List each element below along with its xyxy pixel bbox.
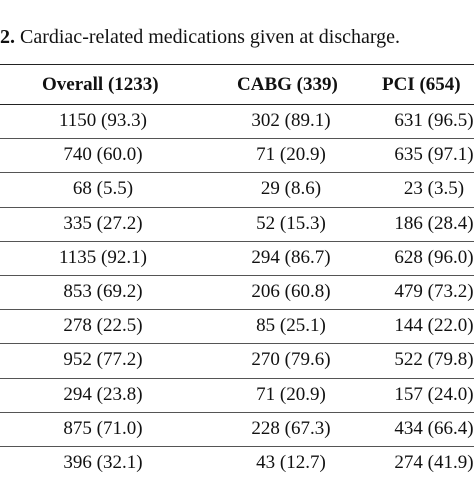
table-cell-cabg: 228 (67.3) bbox=[251, 417, 331, 439]
table-cell-cabg: 29 (8.6) bbox=[260, 178, 322, 200]
table-cell-overall: 952 (77.2) bbox=[63, 349, 143, 371]
table-cell-overall: 875 (71.0) bbox=[63, 417, 143, 439]
table-cell-overall: 396 (32.1) bbox=[63, 452, 143, 473]
row-divider bbox=[0, 377, 474, 379]
table-cell-pci: 479 (73.2) bbox=[394, 281, 474, 302]
row-divider bbox=[0, 411, 474, 413]
table-cell-cabg: 302 (89.1) bbox=[251, 110, 331, 131]
table-cell-overall: 1150 (93.3) bbox=[59, 110, 147, 131]
table-cell-overall: 278 (22.5) bbox=[63, 315, 143, 337]
table-cell-cabg: 294 (86.7) bbox=[251, 246, 331, 268]
table-cell-overall: 294 (23.8) bbox=[63, 383, 143, 405]
table-cell-pci: 274 (41.9) bbox=[394, 452, 474, 473]
table-number: 2. bbox=[0, 26, 15, 48]
column-header-cabg: CABG (339) bbox=[237, 74, 338, 95]
table-cell-overall: 335 (27.2) bbox=[63, 212, 143, 234]
table-cell-pci: 23 (3.5) bbox=[403, 178, 465, 200]
row-divider bbox=[0, 138, 474, 140]
table-title: Cardiac-related medications given at dis… bbox=[20, 26, 401, 48]
table-cell-cabg: 85 (25.1) bbox=[256, 315, 326, 337]
row-divider bbox=[0, 275, 474, 276]
column-header-pci: PCI (654) bbox=[382, 74, 461, 95]
table-cell-pci: 631 (96.5) bbox=[394, 110, 474, 131]
row-divider bbox=[0, 240, 474, 242]
row-divider bbox=[0, 206, 474, 208]
row-divider bbox=[0, 309, 474, 311]
table-header-rule bbox=[0, 104, 474, 105]
table-cell-pci: 522 (79.8) bbox=[394, 349, 474, 371]
table-cell-pci: 157 (24.0) bbox=[394, 383, 474, 405]
table-cell-cabg: 71 (20.9) bbox=[256, 144, 326, 166]
table-cell-cabg: 71 (20.9) bbox=[256, 383, 326, 405]
table-cell-cabg: 43 (12.7) bbox=[256, 452, 326, 473]
row-divider bbox=[0, 446, 474, 447]
table-cell-pci: 144 (22.0) bbox=[394, 315, 474, 337]
table-cell-cabg: 52 (15.3) bbox=[256, 212, 326, 234]
table-cell-overall: 740 (60.0) bbox=[63, 144, 143, 166]
table-cell-cabg: 270 (79.6) bbox=[251, 349, 331, 371]
table-cell-pci: 434 (66.4) bbox=[394, 417, 474, 439]
table-cell-pci: 186 (28.4) bbox=[394, 212, 474, 234]
table-cell-overall: 68 (5.5) bbox=[72, 178, 134, 200]
table-cell-overall: 1135 (92.1) bbox=[59, 246, 147, 268]
table-top-rule bbox=[0, 64, 474, 65]
table-cell-cabg: 206 (60.8) bbox=[251, 281, 331, 302]
table-caption: 2. Cardiac-related medications given at … bbox=[0, 22, 400, 52]
column-header-overall: Overall (1233) bbox=[42, 74, 159, 95]
table-cell-pci: 635 (97.1) bbox=[394, 144, 474, 166]
table-cell-overall: 853 (69.2) bbox=[63, 281, 143, 302]
row-divider bbox=[0, 343, 474, 345]
table-cell-pci: 628 (96.0) bbox=[394, 246, 474, 268]
row-divider bbox=[0, 172, 474, 174]
